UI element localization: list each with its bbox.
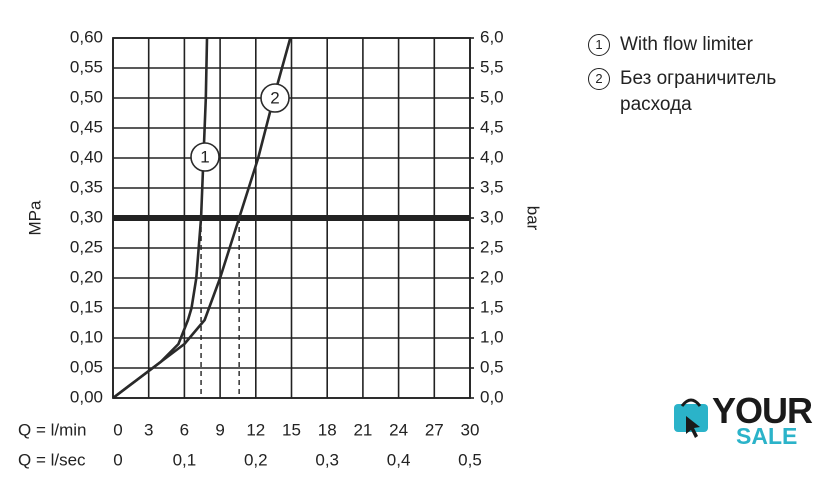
curve-marker-label: 1 [200, 147, 209, 166]
x-tick-label: 18 [318, 420, 337, 439]
y-tick-label: 0,55 [70, 57, 103, 76]
x-tick-label: 30 [461, 420, 480, 439]
y2-tick-label: 6,0 [480, 27, 504, 46]
y2-tick-label: 2,0 [480, 267, 504, 286]
curve-marker-label: 2 [270, 88, 279, 107]
x-tick-label: 9 [215, 420, 224, 439]
x-tick-label: 6 [180, 420, 189, 439]
y-axis-label: MPa [25, 200, 44, 236]
y2-tick-label: 0,0 [480, 387, 504, 406]
x2-tick-label: 0,4 [387, 450, 411, 469]
plot-frame [112, 37, 471, 399]
y2-tick-label: 4,0 [480, 147, 504, 166]
x-tick-label: 3 [144, 420, 153, 439]
x2-axis-label: Q = l/sec [18, 450, 86, 469]
watermark: YOUR SALE [668, 390, 833, 450]
legend-label: With flow limiter [620, 34, 754, 55]
legend-item: 2 Без ограничитель расхода [588, 66, 828, 118]
series-line [112, 37, 292, 400]
y2-tick-label: 3,0 [480, 207, 504, 226]
y2-tick-label: 3,5 [480, 177, 504, 196]
y-tick-label: 0,00 [70, 387, 103, 406]
y-tick-label: 0,35 [70, 177, 103, 196]
x-tick-label: 21 [353, 420, 372, 439]
legend-marker: 2 [588, 68, 610, 90]
x2-tick-label: 0 [113, 450, 122, 469]
curve-marker [190, 142, 220, 172]
y2-tick-label: 1,0 [480, 327, 504, 346]
x2-tick-label: 0,5 [458, 450, 482, 469]
y2-tick-label: 2,5 [480, 237, 504, 256]
y-tick-label: 0,05 [70, 357, 103, 376]
y2-tick-label: 4,5 [480, 117, 504, 136]
y2-tick-label: 5,0 [480, 87, 504, 106]
y2-tick-label: 1,5 [480, 297, 504, 316]
x-tick-label: 0 [113, 420, 122, 439]
y-tick-label: 0,10 [70, 327, 103, 346]
y2-tick-label: 0,5 [480, 357, 504, 376]
x2-tick-label: 0,3 [315, 450, 339, 469]
legend-label: Без ограничитель расхода [620, 68, 777, 115]
x-tick-label: 27 [425, 420, 444, 439]
x-tick-label: 24 [389, 420, 408, 439]
y-tick-label: 0,20 [70, 267, 103, 286]
legend-marker: 1 [588, 34, 610, 56]
y-tick-label: 0,60 [70, 27, 103, 46]
y-tick-label: 0,15 [70, 297, 103, 316]
x2-tick-label: 0,2 [244, 450, 268, 469]
y-tick-label: 0,30 [70, 207, 103, 226]
x-tick-label: 15 [282, 420, 301, 439]
y-tick-label: 0,25 [70, 237, 103, 256]
logo-text: SALE [736, 423, 798, 449]
x2-tick-label: 0,1 [173, 450, 197, 469]
y-tick-label: 0,50 [70, 87, 103, 106]
x-axis-label: Q = l/min [18, 420, 87, 439]
chart: MPa bar Q = l/min Q = l/sec 0,000,050,10… [18, 27, 543, 469]
logo-icon [674, 398, 708, 438]
logo-text: YOUR [712, 390, 813, 431]
legend: 1 With flow limiter 2 Без ограничитель расх… [588, 32, 828, 126]
y2-tick-label: 5,5 [480, 57, 504, 76]
curve-marker [260, 83, 290, 113]
legend-item: 1 With flow limiter [588, 32, 828, 58]
x-tick-label: 12 [246, 420, 265, 439]
y-tick-label: 0,45 [70, 117, 103, 136]
y-tick-label: 0,40 [70, 147, 103, 166]
y2-axis-label: bar [524, 206, 543, 231]
